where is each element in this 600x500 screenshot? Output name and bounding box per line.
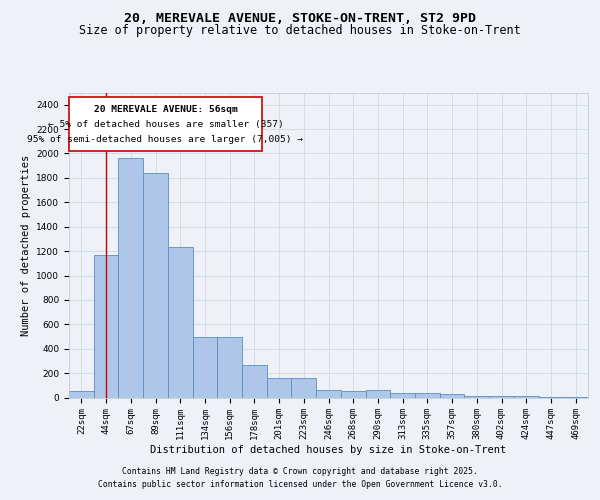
FancyBboxPatch shape: [69, 98, 262, 151]
Bar: [440, 394, 464, 398]
Bar: [217, 336, 242, 398]
Bar: [267, 378, 292, 398]
Text: Contains HM Land Registry data © Crown copyright and database right 2025.: Contains HM Land Registry data © Crown c…: [122, 467, 478, 476]
Bar: [94, 255, 118, 398]
Bar: [464, 396, 489, 398]
Bar: [168, 248, 193, 398]
Text: 20, MEREVALE AVENUE, STOKE-ON-TRENT, ST2 9PD: 20, MEREVALE AVENUE, STOKE-ON-TRENT, ST2…: [124, 12, 476, 26]
Text: Contains public sector information licensed under the Open Government Licence v3: Contains public sector information licen…: [98, 480, 502, 489]
Bar: [242, 364, 267, 398]
Bar: [69, 392, 94, 398]
Bar: [292, 378, 316, 398]
Bar: [539, 397, 563, 398]
Bar: [316, 390, 341, 398]
Bar: [489, 396, 514, 398]
X-axis label: Distribution of detached houses by size in Stoke-on-Trent: Distribution of detached houses by size …: [151, 445, 506, 455]
Text: 20 MEREVALE AVENUE: 56sqm: 20 MEREVALE AVENUE: 56sqm: [94, 104, 237, 114]
Bar: [415, 392, 440, 398]
Text: 95% of semi-detached houses are larger (7,005) →: 95% of semi-detached houses are larger (…: [28, 134, 304, 143]
Bar: [514, 396, 539, 398]
Text: Size of property relative to detached houses in Stoke-on-Trent: Size of property relative to detached ho…: [79, 24, 521, 37]
Bar: [193, 336, 217, 398]
Bar: [118, 158, 143, 398]
Bar: [563, 397, 588, 398]
Bar: [143, 173, 168, 398]
Text: ← 5% of detached houses are smaller (357): ← 5% of detached houses are smaller (357…: [47, 120, 283, 129]
Y-axis label: Number of detached properties: Number of detached properties: [21, 154, 31, 336]
Bar: [341, 392, 365, 398]
Bar: [390, 392, 415, 398]
Bar: [365, 390, 390, 398]
